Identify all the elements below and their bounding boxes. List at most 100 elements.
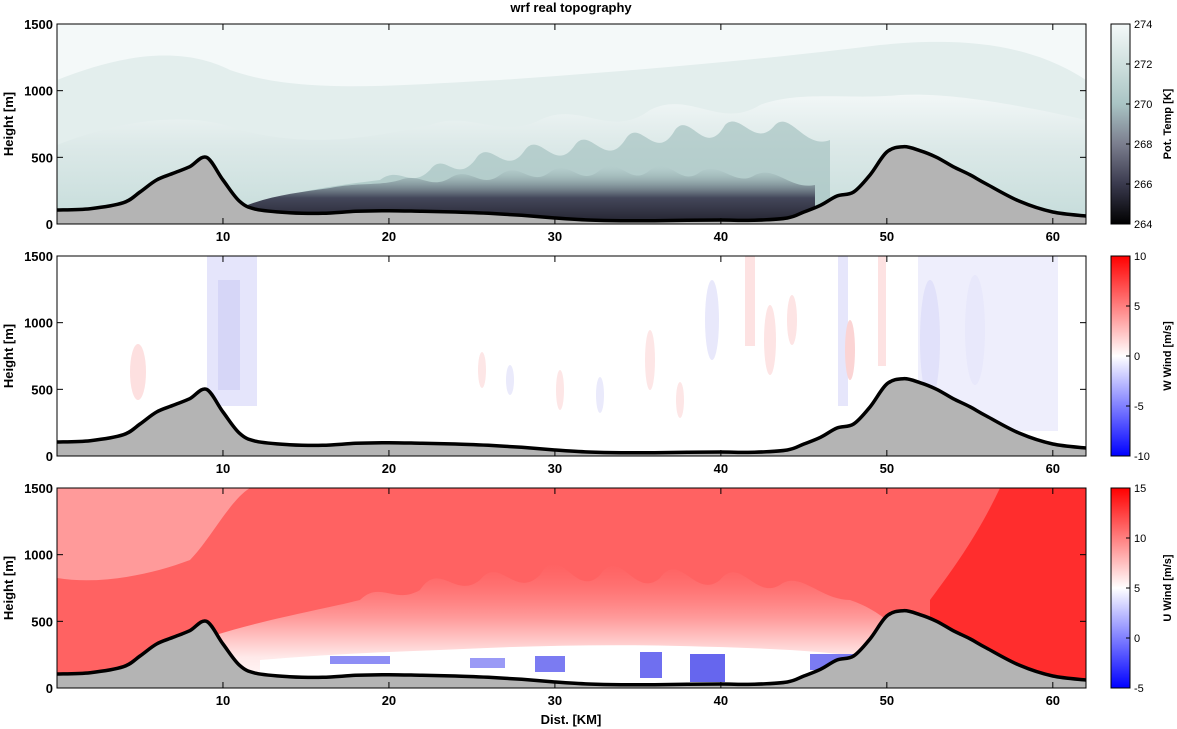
u-reverse-flow-2 [470,658,505,668]
colorbar-tick-label: 5 [1134,301,1140,313]
colorbar-tick-label: 5 [1134,583,1140,595]
u-terrain [57,610,1086,688]
x-tick-label: 20 [382,461,396,476]
w-field [57,256,1086,456]
u-colorbar-ticks: -5 0 5 10 15 [1126,483,1146,695]
y-tick-label: 1000 [24,316,53,331]
w-cell-4 [645,330,655,390]
colorbar-tick-label: 266 [1134,179,1152,191]
x-axis-label: Dist. [KM] [541,712,602,727]
colorbar-tick-label: 0 [1134,351,1140,363]
w-axes-ticks: 10 20 30 40 50 60 0 500 1000 1500 [24,249,1086,476]
temp-field [57,41,1086,224]
x-tick-label: 10 [216,229,230,244]
u-west-weak-band [57,488,250,688]
u-terrain-outline [57,608,1086,687]
w-terrain [57,378,1086,456]
x-tick-label: 60 [1046,461,1060,476]
temp-terrain [57,146,1086,224]
w-east-cell-2 [965,275,985,385]
x-tick-label: 20 [382,693,396,708]
temp-colorbar-ticks: 264 266 268 270 272 274 [1126,19,1152,231]
y-tick-label: 1500 [24,481,53,496]
temp-colorbar [1110,23,1131,225]
w-cell-8 [478,352,486,388]
w-y-axis-label: Height [m] [1,324,16,388]
colorbar-tick-label: 268 [1134,139,1152,151]
u-axes-frame [56,487,1087,689]
w-cell-10 [676,382,684,418]
x-tick-label: 60 [1046,693,1060,708]
w-east-cell-1 [920,280,940,400]
x-tick-label: 20 [382,229,396,244]
y-tick-label: 1000 [24,548,53,563]
y-tick-label: 1000 [24,84,53,99]
y-tick-label: 1500 [24,249,53,264]
w-cell-2 [764,305,776,375]
colorbar-tick-label: -5 [1134,683,1144,695]
u-wind-panel: 10 20 30 40 50 60 0 500 1000 1500 Height [m] -5 0 5… [1,481,1174,708]
x-tick-label: 10 [216,461,230,476]
x-tick-label: 50 [880,461,894,476]
w-cell-3 [787,295,797,345]
u-colorbar-label: U Wind [m/s] [1162,554,1174,621]
u-field [57,488,1086,688]
y-tick-label: 500 [31,150,53,165]
u-reverse-flow-1 [330,656,390,664]
y-tick-label: 1500 [24,17,53,32]
colorbar-tick-label: 270 [1134,99,1152,111]
w-cell-5 [845,320,855,380]
u-y-axis-label: Height [m] [1,556,16,620]
temp-axes-ticks: 10 20 30 40 50 60 0 500 1000 1500 [24,17,1086,244]
y-tick-label: 0 [46,681,53,696]
temp-colorbar-label: Pot. Temp [K] [1162,88,1174,159]
x-tick-label: 50 [880,229,894,244]
w-terrain-outline [57,376,1086,455]
figure-title: wrf real topography [509,0,632,15]
temp-y-axis-label: Height [m] [1,92,16,156]
w-updraft-core [218,280,240,390]
colorbar-tick-label: -10 [1134,451,1150,463]
colorbar-tick-label: 0 [1134,633,1140,645]
x-tick-label: 10 [216,693,230,708]
u-reverse-flow-4 [640,652,662,678]
x-tick-label: 40 [714,229,728,244]
temp-axes-frame [56,23,1087,225]
x-tick-label: 30 [548,229,562,244]
w-east-streak-2 [878,256,886,366]
w-cell-7 [596,377,604,413]
w-east-streak-1 [838,256,848,406]
w-axes-frame [56,255,1087,457]
x-tick-label: 40 [714,461,728,476]
x-tick-label: 50 [880,693,894,708]
u-axes-ticks: 10 20 30 40 50 60 0 500 1000 1500 [24,481,1086,708]
temp-terrain-outline [57,144,1086,223]
colorbar-tick-label: 274 [1134,19,1152,31]
x-tick-label: 30 [548,693,562,708]
x-tick-label: 40 [714,693,728,708]
y-tick-label: 500 [31,382,53,397]
w-cell-9 [506,365,514,395]
u-reverse-flow-3 [535,656,565,672]
u-reverse-flow-5 [690,654,725,682]
colorbar-tick-label: 15 [1134,483,1146,495]
w-east-streak-3 [745,256,755,346]
y-tick-label: 0 [46,449,53,464]
w-colorbar-ticks: -10 -5 0 5 10 [1126,251,1150,463]
w-lee-up [130,344,146,400]
x-tick-label: 60 [1046,229,1060,244]
w-colorbar-label: W Wind [m/s] [1162,321,1174,391]
x-tick-label: 30 [548,461,562,476]
w-cell-1 [705,280,719,360]
y-tick-label: 0 [46,217,53,232]
w-cell-6 [556,370,564,410]
colorbar-tick-label: 264 [1134,219,1152,231]
colorbar-tick-label: -5 [1134,401,1144,413]
y-tick-label: 500 [31,614,53,629]
colorbar-tick-label: 10 [1134,533,1146,545]
colorbar-tick-label: 10 [1134,251,1146,263]
colorbar-tick-label: 272 [1134,59,1152,71]
